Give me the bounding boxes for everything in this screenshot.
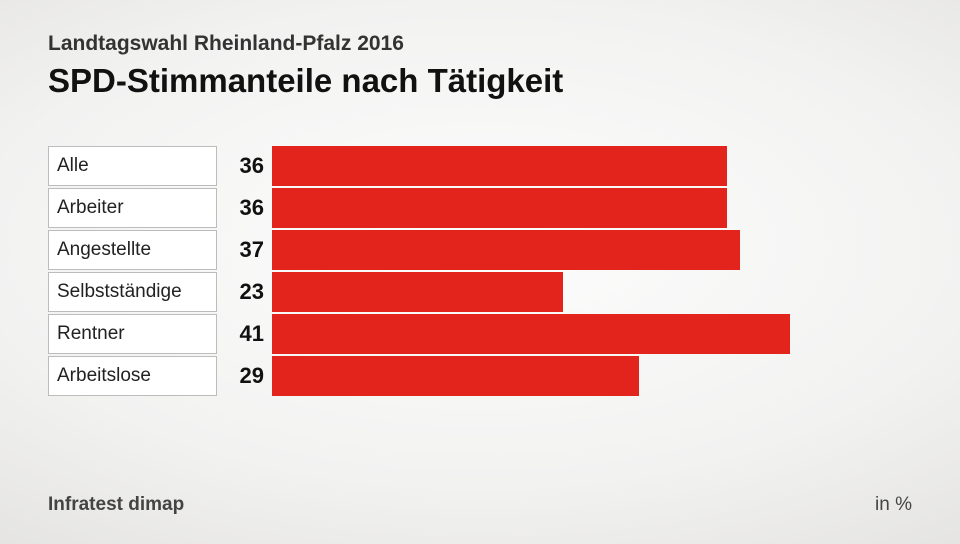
- bar-track: [272, 230, 912, 270]
- category-label: Selbstständige: [48, 272, 217, 312]
- bar-fill: [272, 146, 727, 186]
- chart-row: Selbstständige23: [48, 272, 912, 312]
- category-label: Angestellte: [48, 230, 217, 270]
- value-label: 29: [217, 356, 272, 396]
- source-label: Infratest dimap: [48, 494, 184, 516]
- value-label: 36: [217, 146, 272, 186]
- bar-chart: Alle36Arbeiter36Angestellte37Selbstständ…: [48, 146, 912, 396]
- chart-subtitle: Landtagswahl Rheinland-Pfalz 2016: [48, 32, 912, 56]
- unit-label: in %: [875, 494, 912, 516]
- chart-row: Arbeiter36: [48, 188, 912, 228]
- value-label: 36: [217, 188, 272, 228]
- category-label: Arbeitslose: [48, 356, 217, 396]
- category-label: Rentner: [48, 314, 217, 354]
- bar-track: [272, 188, 912, 228]
- bar-fill: [272, 230, 740, 270]
- footer: Infratest dimap in %: [48, 494, 912, 516]
- bar-fill: [272, 356, 639, 396]
- chart-row: Angestellte37: [48, 230, 912, 270]
- bar-track: [272, 356, 912, 396]
- category-label: Arbeiter: [48, 188, 217, 228]
- chart-row: Arbeitslose29: [48, 356, 912, 396]
- bar-fill: [272, 272, 563, 312]
- content-area: Landtagswahl Rheinland-Pfalz 2016 SPD-St…: [0, 0, 960, 396]
- value-label: 23: [217, 272, 272, 312]
- bar-fill: [272, 188, 727, 228]
- chart-row: Rentner41: [48, 314, 912, 354]
- bar-track: [272, 272, 912, 312]
- chart-title: SPD-Stimmanteile nach Tätigkeit: [48, 62, 912, 100]
- bar-fill: [272, 314, 790, 354]
- category-label: Alle: [48, 146, 217, 186]
- bar-track: [272, 314, 912, 354]
- bar-track: [272, 146, 912, 186]
- value-label: 37: [217, 230, 272, 270]
- chart-row: Alle36: [48, 146, 912, 186]
- value-label: 41: [217, 314, 272, 354]
